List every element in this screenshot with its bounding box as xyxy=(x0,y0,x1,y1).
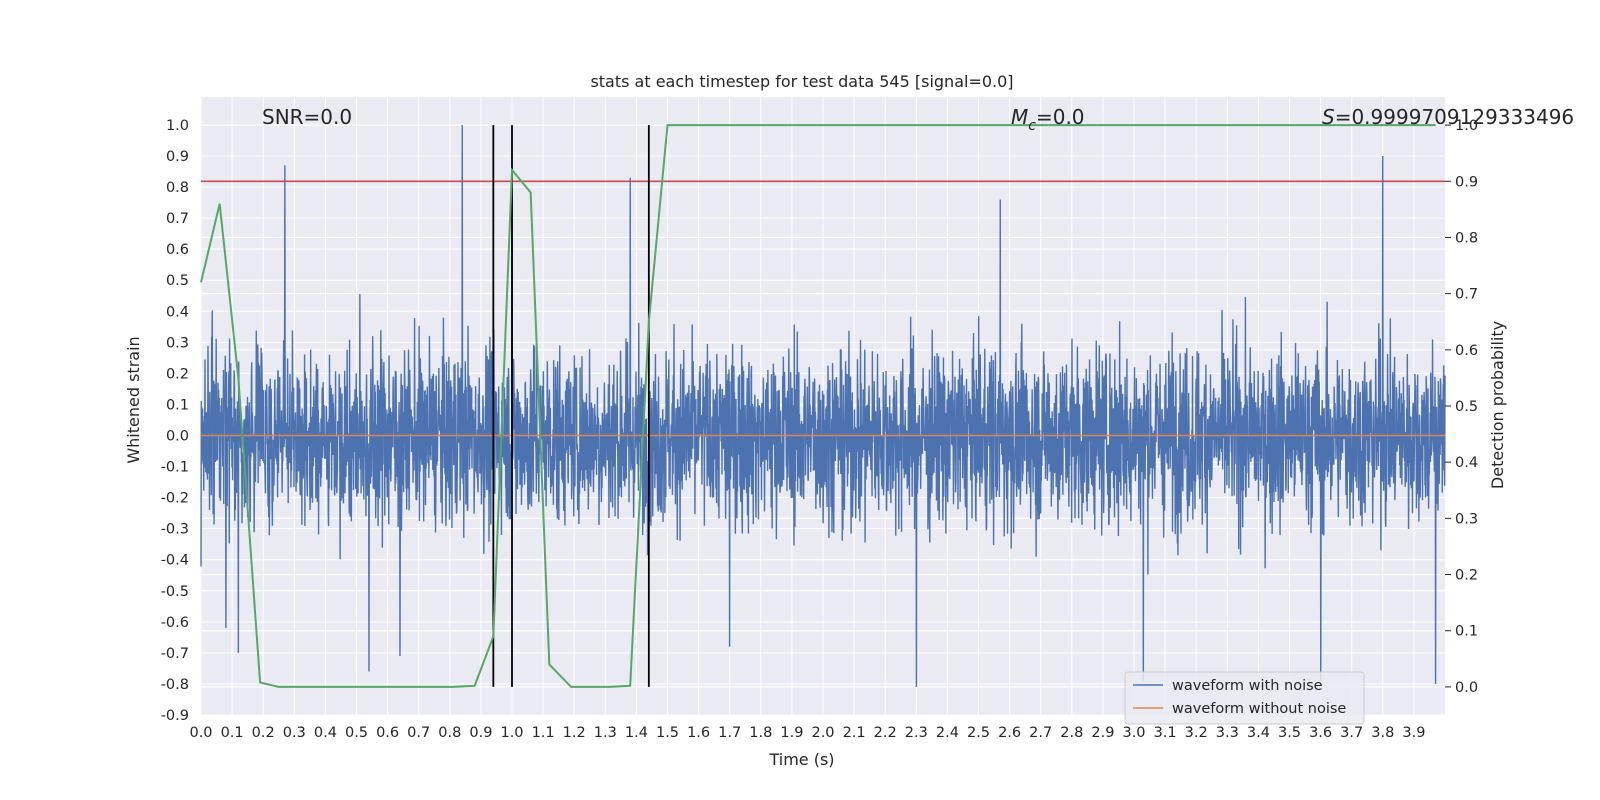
s-value: =0.9999709129333496 xyxy=(1335,105,1574,129)
y2-tick-label: 0.5 xyxy=(1455,399,1478,415)
chart-title: stats at each timestep for test data 545… xyxy=(590,72,1013,91)
x-tick-label: 3.8 xyxy=(1371,725,1394,741)
x-tick-label: 1.9 xyxy=(780,725,803,741)
x-tick-label: 0.0 xyxy=(189,725,212,741)
x-tick-label: 1.5 xyxy=(656,725,679,741)
y-axis-label: Whitened strain xyxy=(124,336,143,463)
x-tick-label: 2.8 xyxy=(1060,725,1083,741)
x-tick-label: 3.5 xyxy=(1278,725,1301,741)
y-tick-label: -0.4 xyxy=(161,553,189,569)
y-tick-label: 0.5 xyxy=(166,273,189,289)
x-tick-label: 2.4 xyxy=(936,725,959,741)
mc-value: =0.0 xyxy=(1036,105,1085,129)
legend-box xyxy=(1124,671,1365,725)
y2-tick-label: 0.7 xyxy=(1455,287,1478,303)
noise-waveform xyxy=(200,124,1446,688)
x-tick-label: 0.8 xyxy=(438,725,461,741)
x-tick-label: 2.7 xyxy=(1029,725,1052,741)
y2-tick-label: 0.1 xyxy=(1455,624,1478,640)
grid-lines xyxy=(200,97,1445,716)
y-tick-label: 0.2 xyxy=(166,366,189,382)
y-axis-ticks: -0.9 -0.8 -0.7 -0.6 -0.5 -0.4 -0.3 -0.2 -0.1 0.0 0… xyxy=(161,118,189,724)
x-tick-label: 3.0 xyxy=(1122,725,1145,741)
x-tick-label: 2.6 xyxy=(998,725,1021,741)
x-tick-label: 2.9 xyxy=(1091,725,1114,741)
x-tick-label: 1.4 xyxy=(625,725,648,741)
x-tick-label: 0.5 xyxy=(345,725,368,741)
x-tick-label: 0.6 xyxy=(376,725,399,741)
event-markers xyxy=(492,125,650,687)
y2-axis-ticks: 0.0 0.1 0.2 0.3 0.4 0.5 0.6 0.7 0.8 0.9 1.0 xyxy=(1445,118,1478,696)
noise-waveform-trace xyxy=(200,124,1446,688)
x-tick-label: 3.1 xyxy=(1154,725,1177,741)
y-tick-label: 0.0 xyxy=(166,429,189,445)
y2-tick-label: 0.8 xyxy=(1455,230,1478,246)
x-tick-label: 3.3 xyxy=(1216,725,1239,741)
y-tick-label: 0.3 xyxy=(166,335,189,351)
y-tick-label: -0.5 xyxy=(161,584,189,600)
y-tick-label: -0.2 xyxy=(161,491,189,507)
x-tick-label: 0.2 xyxy=(252,725,275,741)
y2-tick-label: 0.0 xyxy=(1455,680,1478,696)
y-tick-label: 1.0 xyxy=(166,118,189,134)
y-tick-label: -0.9 xyxy=(161,708,189,724)
x-tick-label: 0.4 xyxy=(314,725,337,741)
y-tick-label: -0.3 xyxy=(161,522,189,538)
y-tick-label: 0.4 xyxy=(166,304,189,320)
x-axis-label: Time (s) xyxy=(768,750,834,769)
y-tick-label: -0.8 xyxy=(161,677,189,693)
y2-tick-label: 0.9 xyxy=(1455,174,1478,190)
y2-tick-label: 0.3 xyxy=(1455,511,1478,527)
x-tick-label: 0.7 xyxy=(407,725,430,741)
y-tick-label: 0.1 xyxy=(166,397,189,413)
y2-tick-label: 0.2 xyxy=(1455,568,1478,584)
x-tick-label: 3.9 xyxy=(1402,725,1425,741)
x-tick-label: 2.0 xyxy=(811,725,834,741)
x-tick-label: 1.8 xyxy=(749,725,772,741)
legend: waveform with noise waveform without noi… xyxy=(1124,671,1365,725)
y-tick-label: -0.6 xyxy=(161,615,189,631)
x-tick-label: 1.0 xyxy=(500,725,523,741)
legend-label-clean: waveform without noise xyxy=(1172,701,1346,717)
mc-symbol: M xyxy=(1011,105,1028,129)
x-tick-label: 2.2 xyxy=(874,725,897,741)
x-tick-label: 2.5 xyxy=(967,725,990,741)
y-tick-label: 0.6 xyxy=(166,242,189,258)
score-annotation: S=0.9999709129333496 xyxy=(1322,105,1574,129)
x-tick-label: 3.6 xyxy=(1309,725,1332,741)
x-tick-label: 1.1 xyxy=(532,725,555,741)
y-tick-label: 0.8 xyxy=(166,180,189,196)
x-tick-label: 0.9 xyxy=(469,725,492,741)
y2-tick-label: 0.6 xyxy=(1455,343,1478,359)
x-tick-label: 0.3 xyxy=(283,725,306,741)
legend-label-noise: waveform with noise xyxy=(1172,678,1323,694)
detection-probability-trace xyxy=(200,124,1436,688)
x-tick-label: 3.7 xyxy=(1340,725,1363,741)
y-tick-label: -0.7 xyxy=(161,646,189,662)
chirp-mass-annotation: Mc=0.0 xyxy=(1011,105,1085,134)
x-tick-label: 1.3 xyxy=(594,725,617,741)
y-tick-label: 0.9 xyxy=(166,149,189,165)
detection-probability-line xyxy=(200,124,1436,688)
x-tick-label: 2.3 xyxy=(905,725,928,741)
y2-axis-label: Detection probability xyxy=(1488,321,1507,489)
y2-tick-label: 0.4 xyxy=(1455,455,1478,471)
mc-subscript: c xyxy=(1028,118,1036,134)
y2-tick-label: 1.0 xyxy=(1455,118,1478,134)
s-symbol: S xyxy=(1322,105,1335,129)
x-tick-label: 1.6 xyxy=(687,725,710,741)
x-tick-label: 1.7 xyxy=(718,725,741,741)
x-tick-label: 1.2 xyxy=(563,725,586,741)
snr-annotation: SNR=0.0 xyxy=(262,105,352,129)
x-axis-ticks: 0.0 0.1 0.2 0.3 0.4 0.5 0.6 0.7 0.8 0.9 1.0 1.1 1.2 1… xyxy=(189,725,1425,741)
y-tick-label: -0.1 xyxy=(161,460,189,476)
x-tick-label: 0.1 xyxy=(221,725,244,741)
x-tick-label: 3.4 xyxy=(1247,725,1270,741)
x-tick-label: 2.1 xyxy=(843,725,866,741)
x-tick-label: 3.2 xyxy=(1185,725,1208,741)
y-tick-label: 0.7 xyxy=(166,211,189,227)
